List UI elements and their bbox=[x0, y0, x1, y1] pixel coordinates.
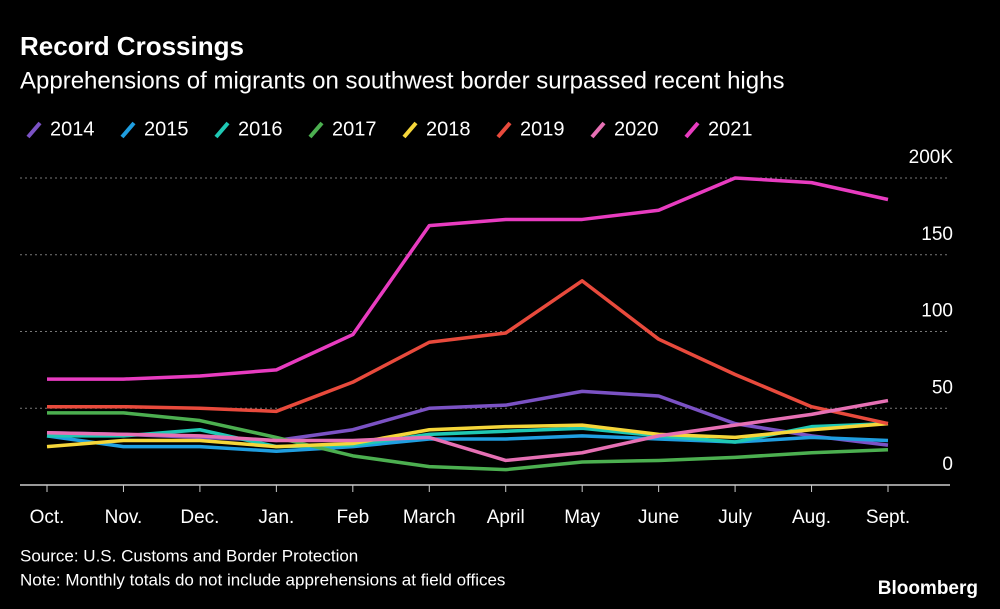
legend-swatch bbox=[120, 121, 136, 139]
legend-swatch bbox=[402, 121, 418, 139]
brand: Bloomberg bbox=[878, 578, 978, 599]
x-tick-label: Jan. bbox=[258, 507, 294, 528]
x-tick-label: Aug. bbox=[792, 507, 831, 528]
x-tick-label: March bbox=[403, 507, 456, 528]
x-tick-label: July bbox=[718, 507, 752, 528]
x-tick-label: Dec. bbox=[180, 507, 219, 528]
y-tick-label: 100 bbox=[921, 301, 953, 322]
y-tick-label: 0 bbox=[942, 454, 953, 475]
legend-label: 2015 bbox=[144, 118, 189, 140]
y-tick-label: 200K bbox=[909, 147, 954, 168]
legend-label: 2020 bbox=[614, 118, 659, 140]
line-series bbox=[46, 398, 889, 463]
line-series bbox=[47, 176, 889, 381]
legend-label: 2019 bbox=[520, 118, 565, 140]
x-tick-label: Sept. bbox=[866, 507, 910, 528]
chart-title: Record Crossings bbox=[20, 31, 244, 61]
legend-label: 2021 bbox=[708, 118, 753, 140]
chart-subtitle: Apprehensions of migrants on southwest b… bbox=[20, 67, 784, 94]
x-tick-label: Feb bbox=[336, 507, 369, 528]
legend-label: 2016 bbox=[238, 118, 283, 140]
x-tick-label: April bbox=[487, 507, 525, 528]
legend-swatch bbox=[684, 121, 700, 139]
y-tick-label: 150 bbox=[921, 224, 953, 245]
x-tick-label: Nov. bbox=[105, 507, 143, 528]
line-series bbox=[46, 421, 889, 449]
line-series bbox=[46, 434, 889, 453]
legend-label: 2014 bbox=[50, 118, 95, 140]
legend-swatch bbox=[214, 121, 230, 139]
line-series bbox=[47, 411, 889, 472]
source: Source: U.S. Customs and Border Protecti… bbox=[20, 546, 358, 565]
legend-swatch bbox=[26, 121, 42, 139]
line-series bbox=[47, 421, 889, 449]
legend-swatch bbox=[308, 121, 324, 139]
note: Note: Monthly totals do not include appr… bbox=[20, 570, 505, 589]
legend-label: 2018 bbox=[426, 118, 471, 140]
legend-label: 2017 bbox=[332, 118, 377, 140]
legend-swatch bbox=[590, 121, 606, 139]
x-tick-label: May bbox=[564, 507, 600, 528]
x-tick-label: June bbox=[638, 507, 679, 528]
x-tick-label: Oct. bbox=[30, 507, 65, 528]
legend-swatch bbox=[496, 121, 512, 139]
line-series bbox=[47, 279, 889, 426]
y-tick-label: 50 bbox=[932, 377, 953, 398]
